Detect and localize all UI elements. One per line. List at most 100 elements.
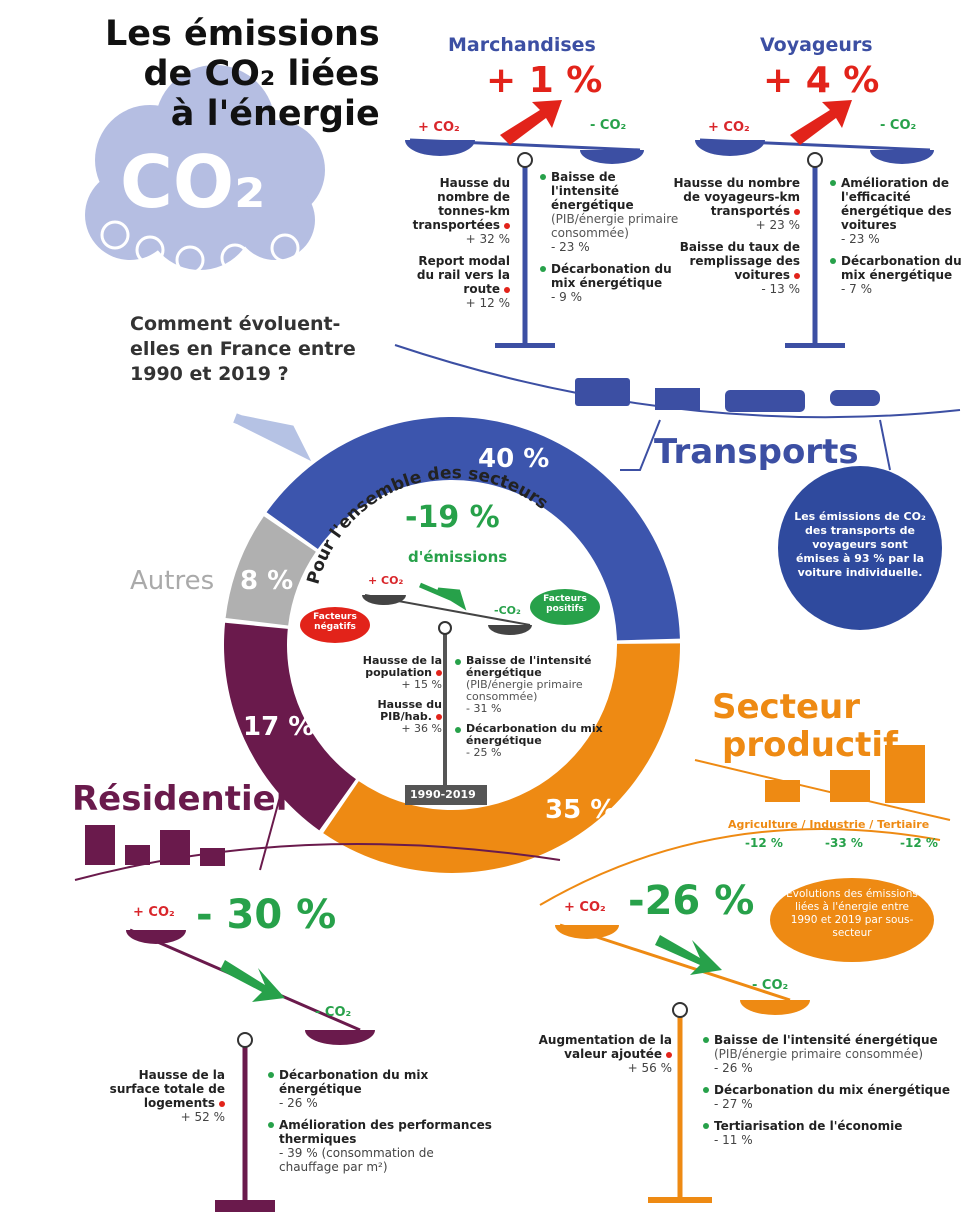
title-line: de CO₂ liées <box>105 54 380 94</box>
segment-label: 40 % <box>478 444 549 474</box>
co2-plus: + CO₂ <box>133 905 175 920</box>
factor: Baisse de l'intensité énergétique(PIB/én… <box>703 1033 968 1075</box>
factor: Décarbonation du mix énergétique- 27 % <box>703 1083 968 1111</box>
factor-value: - 13 % <box>670 282 800 296</box>
factor: Hausse de la surface totale de logements… <box>105 1068 225 1124</box>
co2-plus: + CO₂ <box>564 900 606 915</box>
factor-value: - 11 % <box>714 1133 968 1147</box>
co2-minus: - CO₂ <box>590 118 626 133</box>
subsector: Agriculture <box>728 818 798 831</box>
factor-value: - 23 % <box>841 232 970 246</box>
co2-minus: -CO₂ <box>494 604 521 617</box>
other-label: Autres <box>130 566 214 596</box>
factor: Décarbonation du mix énergétique- 9 % <box>540 262 680 304</box>
factor-value: + 12 % <box>400 296 510 310</box>
sector-label: Résidentiel <box>72 780 287 818</box>
factor: Baisse de l'intensité énergétique(PIB/én… <box>540 170 680 254</box>
title-line: Les émissions <box>105 14 380 54</box>
vehicles <box>575 378 880 412</box>
factor-value: - 27 % <box>714 1097 968 1111</box>
factor-text: Amélioration de l'efficacité énergétique… <box>841 176 970 232</box>
factor-value: - 9 % <box>551 290 680 304</box>
factor: Décarbonation du mix énergétique- 7 % <box>830 254 970 296</box>
subsector-value: -12 % <box>900 836 938 850</box>
note: Les émissions de CO₂ des transports de v… <box>792 510 928 580</box>
infographic: Pour l'ensemble des secteurs <box>0 0 977 1212</box>
factor: Hausse de la population+ 15 % <box>337 655 442 691</box>
subsector: Industrie <box>809 818 865 831</box>
factor-text: Augmentation de la valeur ajoutée <box>532 1033 672 1061</box>
co2-plus: + CO₂ <box>418 120 460 135</box>
factor-text: Baisse de l'intensité énergétique <box>466 655 620 679</box>
badge: Facteurs négatifs <box>304 612 366 632</box>
factor-list: Hausse du nombre de voyageurs-km transpo… <box>670 176 800 304</box>
factor-text: Décarbonation du mix énergétique <box>714 1083 968 1097</box>
factor: Décarbonation du mix énergétique- 26 % <box>268 1068 493 1110</box>
sector-label: productif <box>712 726 898 764</box>
period: 1990-2019 <box>410 788 476 801</box>
change: + 4 % <box>763 60 879 101</box>
factor-value: + 56 % <box>532 1061 672 1075</box>
factor-list: Baisse de l'intensité énergétique(PIB/én… <box>703 1033 968 1155</box>
house-icons <box>85 825 225 866</box>
factor: Hausse du nombre de tonnes-km transporté… <box>400 176 510 246</box>
factor-text: Baisse du taux de remplissage des voitur… <box>670 240 800 282</box>
factor: Amélioration de l'efficacité énergétique… <box>830 176 970 246</box>
subsector: Tertiaire <box>877 818 929 831</box>
factor-list: Décarbonation du mix énergétique- 26 % Am… <box>268 1068 493 1182</box>
factor-text: Tertiarisation de l'économie <box>714 1119 968 1133</box>
heading: Marchandises <box>448 34 596 56</box>
co2-minus: - CO₂ <box>315 1005 351 1020</box>
factor-list: Hausse de la surface totale de logements… <box>105 1068 225 1132</box>
change: -26 % <box>628 878 754 924</box>
change: -19 % <box>405 500 500 535</box>
factor-text: Hausse du nombre de tonnes-km transporté… <box>400 176 510 232</box>
factor-list: Hausse du nombre de tonnes-km transporté… <box>400 176 510 318</box>
co2-plus: + CO₂ <box>368 574 403 587</box>
factor-detail: (PIB/énergie primaire consommée) <box>714 1047 968 1061</box>
co2-minus: - CO₂ <box>880 118 916 133</box>
factor-value: + 36 % <box>337 723 442 735</box>
change-label: d'émissions <box>408 548 507 566</box>
change: + 1 % <box>486 60 602 101</box>
co2-plus: + CO₂ <box>708 120 750 135</box>
factor: Augmentation de la valeur ajoutée+ 56 % <box>532 1033 672 1075</box>
sector-label: Transports <box>654 432 859 472</box>
factor-text: Hausse de la surface totale de logements <box>105 1068 225 1110</box>
factor-list: Amélioration de l'efficacité énergétique… <box>830 176 970 304</box>
title: Les émissions de CO₂ liées à l'énergie <box>105 14 380 134</box>
factor-text: Hausse de la population <box>337 655 442 679</box>
factor-text: Décarbonation du mix énergétique <box>551 262 680 290</box>
bubble-text: Évolutions des émissions liées à l'énerg… <box>782 888 922 940</box>
factor-value: + 32 % <box>400 232 510 246</box>
factor: Report modal du rail vers la route+ 12 % <box>400 254 510 310</box>
factor: Hausse du nombre de voyageurs-km transpo… <box>670 176 800 232</box>
factor-text: Baisse de l'intensité énergétique <box>714 1033 968 1047</box>
question: Comment évoluent-elles en France entre 1… <box>130 312 370 387</box>
cloud-label: CO₂ <box>120 140 266 224</box>
change: - 30 % <box>196 892 336 938</box>
segment-label: 8 % <box>240 566 293 596</box>
factor: Baisse du taux de remplissage des voitur… <box>670 240 800 296</box>
segment-label: 17 % <box>243 712 314 742</box>
factor-value: - 26 % <box>279 1096 493 1110</box>
subsector-value: -12 % <box>745 836 783 850</box>
factor: Hausse du PIB/hab.+ 36 % <box>337 699 442 735</box>
factor-text: Décarbonation du mix énergétique <box>841 254 970 282</box>
factor: Décarbonation du mix énergétique- 25 % <box>455 723 620 759</box>
factor-detail: (PIB/énergie primaire consommée) <box>551 212 680 240</box>
title-line: à l'énergie <box>105 94 380 134</box>
sector-label: Secteur <box>712 688 898 726</box>
connector <box>880 420 890 470</box>
factor-text: Amélioration des performances thermiques <box>279 1118 493 1146</box>
factor: Amélioration des performances thermiques… <box>268 1118 493 1174</box>
factor-value: + 23 % <box>670 218 800 232</box>
factor-value: - 26 % <box>714 1061 968 1075</box>
factor-list: Baisse de l'intensité énergétique(PIB/én… <box>540 170 680 312</box>
factor: Tertiarisation de l'économie- 11 % <box>703 1119 968 1147</box>
factor-detail: (PIB/énergie primaire consommée) <box>466 679 620 703</box>
factor-text: Baisse de l'intensité énergétique <box>551 170 680 212</box>
factor: Baisse de l'intensité énergétique(PIB/én… <box>455 655 620 715</box>
factor-value: - 23 % <box>551 240 680 254</box>
factor-value: + 15 % <box>337 679 442 691</box>
